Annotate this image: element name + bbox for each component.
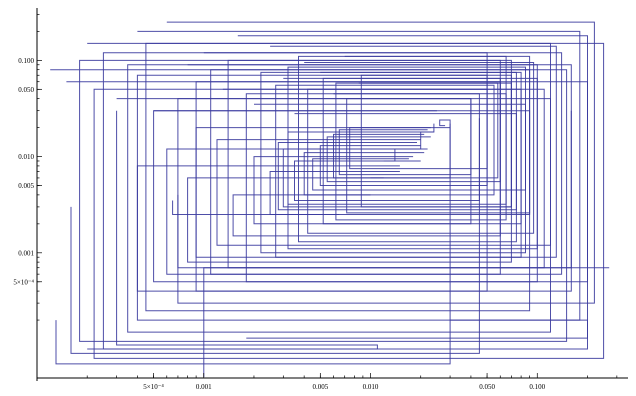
x-tick-label: 0.100 bbox=[529, 383, 545, 391]
y-tick-label: 0.005 bbox=[18, 182, 34, 190]
x-tick-label: 0.010 bbox=[363, 383, 379, 391]
series-line-20 bbox=[349, 74, 512, 208]
series-line-24 bbox=[203, 267, 610, 377]
x-ticks: 5×10⁻⁴ 0.001 0.005 0.010 0.050 0.100 bbox=[86, 373, 618, 391]
series-line-21 bbox=[55, 123, 451, 365]
series-line-19 bbox=[338, 55, 531, 214]
y-tick-label: 0.001 bbox=[18, 249, 34, 257]
series-line-26 bbox=[246, 319, 588, 339]
series-line-5 bbox=[136, 30, 581, 321]
y-ticks: 5×10⁻⁴ 0.001 0.005 0.010 0.050 0.100 bbox=[13, 14, 42, 321]
x-tick-label: 0.050 bbox=[479, 383, 495, 391]
x-tick-label: 0.005 bbox=[312, 383, 328, 391]
series-line-28 bbox=[370, 119, 451, 179]
y-tick-label: 0.010 bbox=[18, 153, 34, 161]
plot-lines bbox=[50, 21, 610, 377]
series-line-25 bbox=[87, 110, 378, 350]
series-line-14 bbox=[283, 66, 538, 250]
series-line-23 bbox=[70, 118, 480, 354]
series-line-13 bbox=[270, 45, 557, 258]
series-line-27 bbox=[172, 200, 340, 215]
y-tick-label: 5×10⁻⁴ bbox=[13, 278, 34, 286]
series-line-17 bbox=[320, 71, 522, 225]
series-line-9 bbox=[203, 52, 563, 275]
series-line-16 bbox=[304, 62, 535, 234]
x-tick-label: 5×10⁻⁴ bbox=[143, 383, 164, 391]
x-tick-label: 0.001 bbox=[196, 383, 212, 391]
series-line-4 bbox=[116, 64, 551, 333]
series-line-7 bbox=[166, 21, 595, 304]
series-line-18 bbox=[333, 82, 507, 221]
series-line-10 bbox=[222, 59, 545, 269]
y-tick-label: 0.050 bbox=[18, 86, 34, 94]
series-line-29 bbox=[383, 123, 435, 162]
y-tick-label: 0.100 bbox=[18, 57, 34, 65]
